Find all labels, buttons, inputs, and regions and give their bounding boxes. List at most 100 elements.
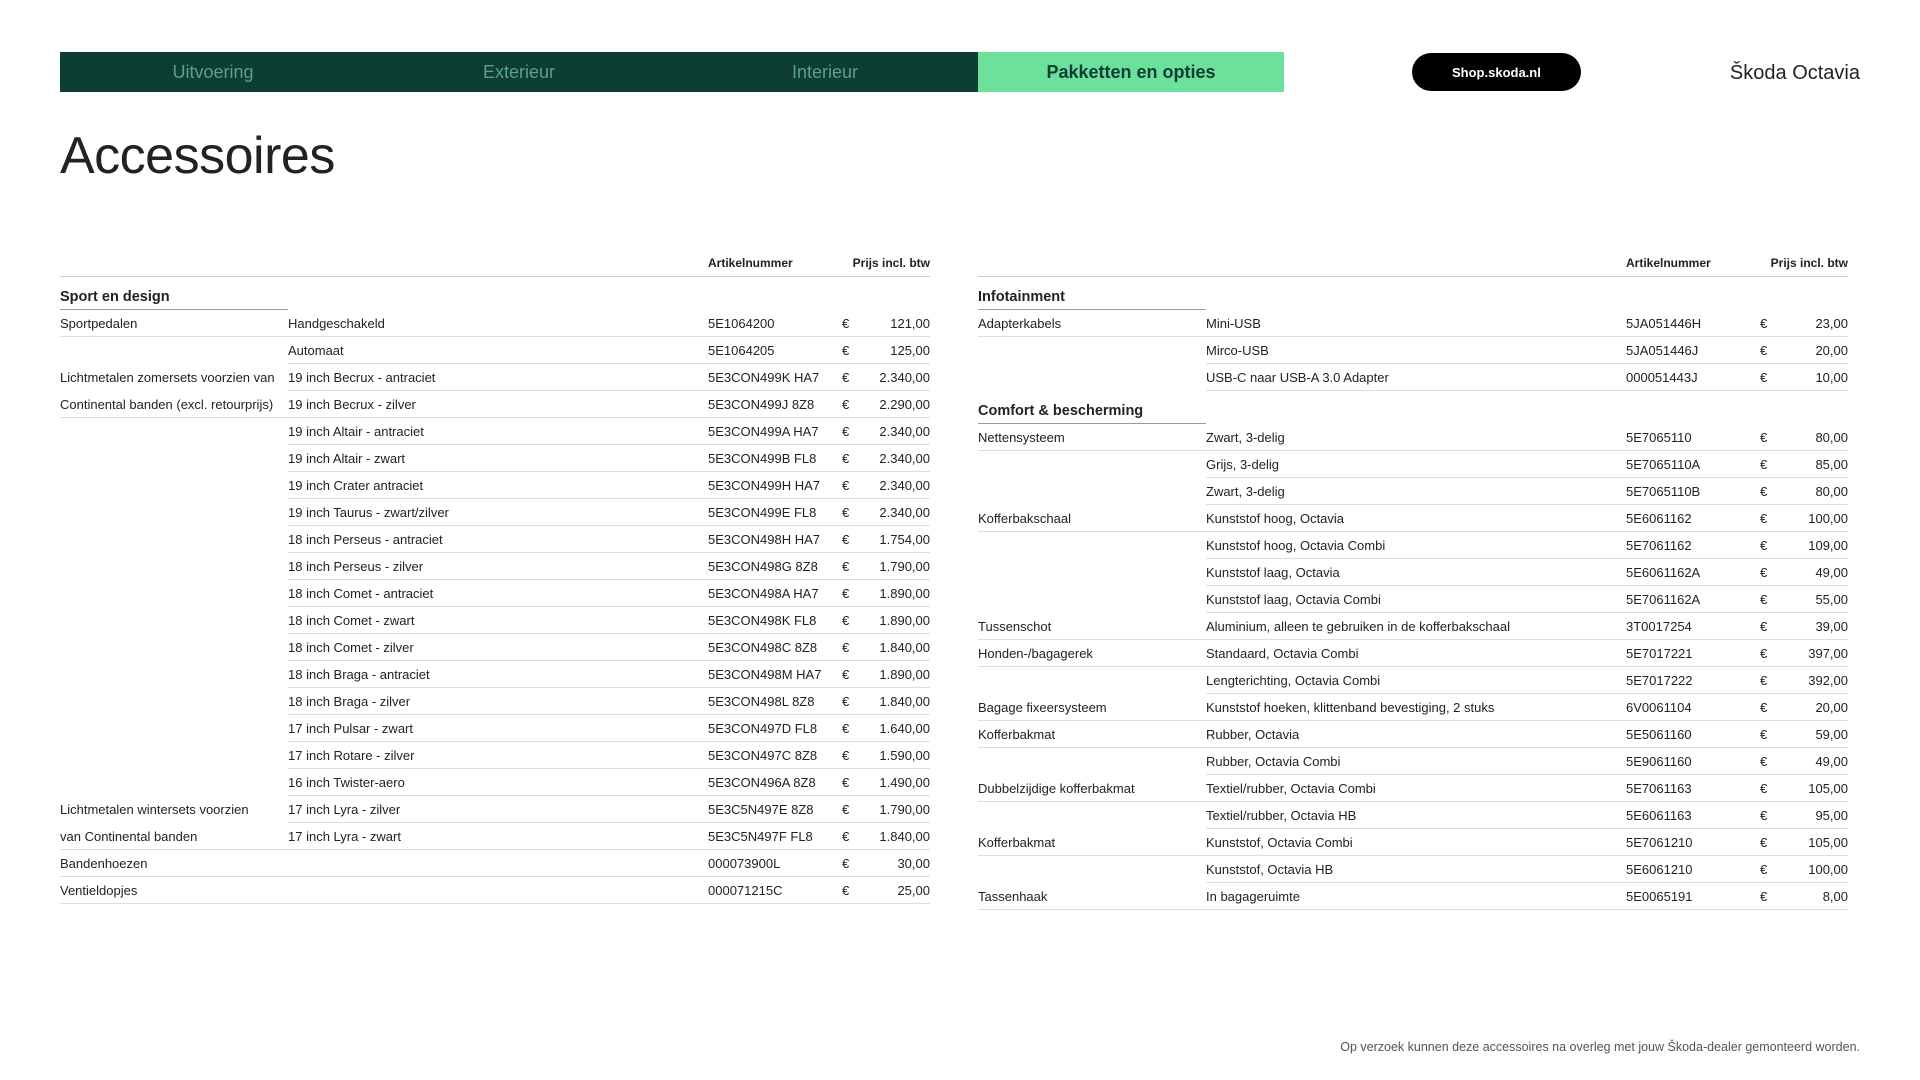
header-price: Prijs incl. btw [842, 256, 930, 270]
row-currency: € [842, 472, 862, 499]
row-description: 16 inch Twister-aero [288, 769, 708, 796]
row-currency: € [1760, 478, 1780, 505]
row-article: 6V0061104 [1626, 694, 1760, 721]
shop-button[interactable]: Shop.skoda.nl [1412, 53, 1581, 91]
table-row: van Continental banden17 inch Lyra - zwa… [60, 823, 930, 850]
row-description [288, 850, 708, 877]
tab-uitvoering[interactable]: Uitvoering [60, 52, 366, 92]
row-description: Grijs, 3-delig [1206, 451, 1626, 478]
brand-label: Škoda Octavia [1730, 62, 1860, 85]
table-row: Kunststof laag, Octavia Combi5E7061162A€… [978, 586, 1848, 613]
table-row: Grijs, 3-delig5E7065110A€85,00 [978, 451, 1848, 478]
tab-exterieur[interactable]: Exterieur [366, 52, 672, 92]
row-description: Zwart, 3-delig [1206, 478, 1626, 505]
row-currency: € [1760, 856, 1780, 883]
row-description: Textiel/rubber, Octavia Combi [1206, 775, 1626, 802]
table-row: Mirco-USB5JA051446J€20,00 [978, 337, 1848, 364]
row-price: 392,00 [1780, 667, 1848, 694]
table-row: KofferbakmatRubber, Octavia5E5061160€59,… [978, 721, 1848, 748]
row-price: 2.340,00 [862, 418, 930, 445]
row-article: 5E9061160 [1626, 748, 1760, 775]
row-article: 5E3CON499J 8Z8 [708, 391, 842, 418]
row-currency: € [1760, 451, 1780, 478]
row-article: 5E3CON499H HA7 [708, 472, 842, 499]
row-article: 000073900L [708, 850, 842, 877]
table-row: 16 inch Twister-aero5E3CON496A 8Z8€1.490… [60, 769, 930, 796]
row-description: 18 inch Comet - antraciet [288, 580, 708, 607]
row-price: 80,00 [1780, 424, 1848, 451]
row-description: In bagageruimte [1206, 883, 1626, 910]
row-currency: € [842, 499, 862, 526]
row-article: 5E7061210 [1626, 829, 1760, 856]
row-price: 25,00 [862, 877, 930, 904]
row-description: Rubber, Octavia [1206, 721, 1626, 748]
row-currency: € [842, 337, 862, 364]
row-article: 5E3CON496A 8Z8 [708, 769, 842, 796]
row-price: 105,00 [1780, 829, 1848, 856]
table-row: 18 inch Comet - antraciet5E3CON498A HA7€… [60, 580, 930, 607]
row-price: 1.590,00 [862, 742, 930, 769]
row-description: Textiel/rubber, Octavia HB [1206, 802, 1626, 829]
row-description: Kunststof laag, Octavia [1206, 559, 1626, 586]
row-price: 59,00 [1780, 721, 1848, 748]
table-row: 19 inch Altair - zwart5E3CON499B FL8€2.3… [60, 445, 930, 472]
row-article: 5E7065110 [1626, 424, 1760, 451]
row-description: 17 inch Rotare - zilver [288, 742, 708, 769]
row-currency: € [842, 310, 862, 337]
row-article: 5JA051446J [1626, 337, 1760, 364]
row-price: 30,00 [862, 850, 930, 877]
row-currency: € [842, 391, 862, 418]
row-description: 17 inch Lyra - zilver [288, 796, 708, 823]
table-row: 19 inch Crater antraciet5E3CON499H HA7€2… [60, 472, 930, 499]
row-currency: € [842, 850, 862, 877]
table-row: 18 inch Braga - zilver5E3CON498L 8Z8€1.8… [60, 688, 930, 715]
row-currency: € [1760, 829, 1780, 856]
row-description: 18 inch Comet - zwart [288, 607, 708, 634]
tab-pakketten-en-opties[interactable]: Pakketten en opties [978, 52, 1284, 92]
row-category: Kofferbakmat [978, 721, 1206, 748]
table-row: Ventieldopjes000071215C€25,00 [60, 877, 930, 904]
header-article: Artikelnummer [708, 256, 842, 270]
row-category: Bandenhoezen [60, 850, 288, 877]
row-price: 1.790,00 [862, 553, 930, 580]
row-price: 20,00 [1780, 337, 1848, 364]
row-description: Kunststof, Octavia Combi [1206, 829, 1626, 856]
row-article: 5E3CON497D FL8 [708, 715, 842, 742]
row-description: 17 inch Pulsar - zwart [288, 715, 708, 742]
row-description: 18 inch Perseus - zilver [288, 553, 708, 580]
row-price: 49,00 [1780, 748, 1848, 775]
row-currency: € [842, 742, 862, 769]
section-title: Sport en design [60, 283, 288, 310]
row-category: Bagage fixeersysteem [978, 694, 1206, 721]
row-article: 000071215C [708, 877, 842, 904]
row-currency: € [1760, 613, 1780, 640]
row-category: Sportpedalen [60, 310, 288, 337]
table-row: USB-C naar USB-A 3.0 Adapter000051443J€1… [978, 364, 1848, 391]
row-description: 19 inch Taurus - zwart/zilver [288, 499, 708, 526]
row-article: 5E3CON499E FL8 [708, 499, 842, 526]
row-price: 1.754,00 [862, 526, 930, 553]
table-row: Bandenhoezen 000073900L€30,00 [60, 850, 930, 877]
row-description: 17 inch Lyra - zwart [288, 823, 708, 850]
row-description: Standaard, Octavia Combi [1206, 640, 1626, 667]
row-price: 85,00 [1780, 451, 1848, 478]
row-description: Mirco-USB [1206, 337, 1626, 364]
row-description: Rubber, Octavia Combi [1206, 748, 1626, 775]
row-category: Tussenschot [978, 613, 1206, 640]
row-price: 397,00 [1780, 640, 1848, 667]
row-description: Automaat [288, 337, 708, 364]
section-title: Infotainment [978, 283, 1206, 310]
row-article: 5E7061163 [1626, 775, 1760, 802]
row-price: 2.340,00 [862, 364, 930, 391]
table-row: Dubbelzijdige kofferbakmatTextiel/rubber… [978, 775, 1848, 802]
row-price: 55,00 [1780, 586, 1848, 613]
row-price: 95,00 [1780, 802, 1848, 829]
row-description: Kunststof hoog, Octavia Combi [1206, 532, 1626, 559]
row-description: Kunststof hoeken, klittenband bevestigin… [1206, 694, 1626, 721]
row-currency: € [1760, 337, 1780, 364]
row-price: 1.890,00 [862, 580, 930, 607]
row-price: 109,00 [1780, 532, 1848, 559]
tab-interieur[interactable]: Interieur [672, 52, 978, 92]
row-currency: € [1760, 694, 1780, 721]
row-article: 5E3CON498M HA7 [708, 661, 842, 688]
